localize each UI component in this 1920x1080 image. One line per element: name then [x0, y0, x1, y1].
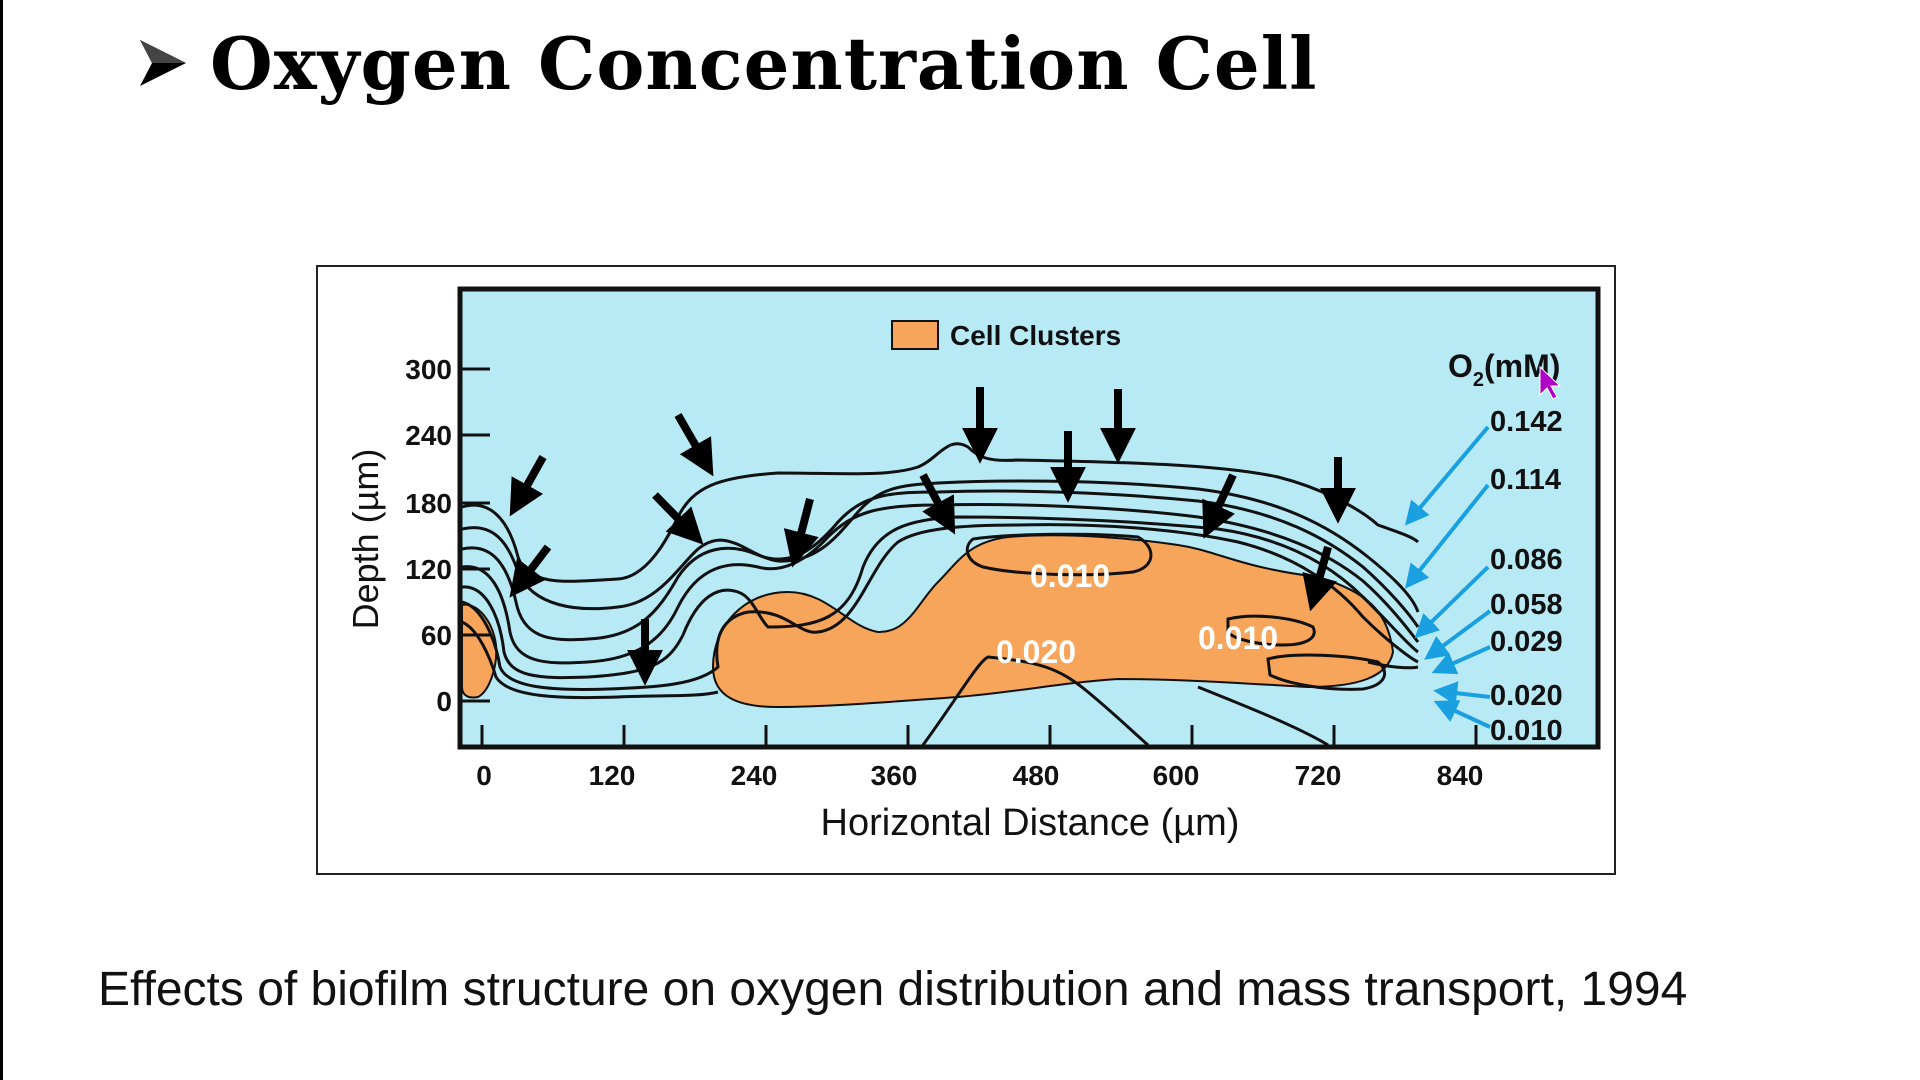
mouse-cursor-icon [1539, 365, 1562, 400]
slide-title: Oxygen Concentration Cell [138, 18, 1317, 108]
x-tick-label: 720 [1295, 760, 1342, 791]
contour-0.010-right [1367, 660, 1419, 670]
contour-0.086 [462, 489, 1420, 642]
title-text: Oxygen Concentration Cell [210, 20, 1318, 106]
contour-0.010 [462, 620, 719, 700]
inner-label-0.010-right: 0.010 [1198, 620, 1278, 656]
pointer-arrow-icon [1424, 609, 1492, 660]
level-label-0.114: 0.114 [1490, 464, 1561, 496]
pointer-arrow-icon [1433, 681, 1491, 706]
level-label-0.020: 0.020 [1490, 680, 1563, 712]
flux-arrow-down-icon [919, 473, 956, 535]
oxygen-contours [462, 442, 1420, 745]
arrowhead-bullet-icon [138, 38, 188, 88]
inner-label-0.020: 0.020 [996, 634, 1076, 670]
pointer-arrow-icon [1414, 565, 1490, 639]
y-tick-label: 300 [405, 354, 452, 385]
level-label-0.142: 0.142 [1490, 406, 1563, 438]
x-tick-label: 600 [1153, 760, 1200, 791]
contour-0.142 [462, 442, 1420, 583]
o2-unit-label: O2(mM) [1448, 348, 1560, 391]
level-label-0.010: 0.010 [1490, 715, 1563, 747]
y-axis-label: Depth (µm) [345, 449, 386, 630]
legend-label: Cell Clusters [950, 320, 1121, 351]
level-pointer-arrows [1404, 425, 1492, 729]
oxygen-flux-arrows [509, 387, 1356, 686]
slide-left-border [0, 0, 3, 1080]
inner-contour-0.010-b [1226, 614, 1316, 647]
y-tick-label: 0 [436, 686, 452, 717]
y-tick-label: 60 [421, 620, 452, 651]
flux-arrow-down-icon [652, 492, 704, 545]
flux-arrow-down-icon [1302, 545, 1338, 612]
pointer-arrow-icon [1405, 483, 1490, 589]
oxygen-contour-figure: 0.010 0.010 0.020 [316, 265, 1616, 875]
y-axis-ticks [460, 367, 490, 703]
y-axis-tick-labels: 300 240 180 120 60 0 [405, 354, 452, 717]
x-tick-label: 120 [589, 760, 636, 791]
y-tick-label: 180 [405, 488, 452, 519]
contour-0.020 [462, 523, 1419, 691]
level-label-0.058: 0.058 [1490, 589, 1563, 621]
x-axis-ticks [480, 725, 1478, 745]
y-tick-label: 120 [405, 554, 452, 585]
contour-level-labels: 0.142 0.114 0.086 0.058 0.029 0.020 0.01… [1490, 406, 1563, 747]
flux-arrow-down-icon [783, 497, 819, 568]
inner-contour-0.010-c [1266, 653, 1387, 691]
legend-swatch [891, 320, 939, 350]
contour-0.029 [462, 515, 1419, 680]
inner-contour-0.010-a [965, 532, 1153, 577]
x-tick-label: 480 [1013, 760, 1060, 791]
level-label-0.086: 0.086 [1490, 544, 1563, 576]
y-tick-label: 240 [405, 420, 452, 451]
x-axis-label: Horizontal Distance (µm) [821, 802, 1240, 844]
flux-arrow-down-icon [1202, 473, 1237, 539]
pointer-arrow-icon [1433, 700, 1491, 729]
slide-caption: Effects of biofilm structure on oxygen d… [98, 963, 1688, 1016]
flux-arrow-down-icon [509, 455, 547, 517]
pointer-arrow-icon [1404, 425, 1490, 526]
flux-arrow-down-icon [674, 413, 714, 477]
pointer-arrow-icon [1431, 645, 1491, 675]
contour-0.114 [462, 479, 1420, 613]
contour-0.020-lower-right [1197, 685, 1329, 745]
x-tick-label: 0 [476, 760, 492, 791]
contour-0.058 [462, 503, 1420, 665]
level-label-0.029: 0.029 [1490, 626, 1563, 658]
x-tick-label: 840 [1437, 760, 1484, 791]
x-tick-label: 360 [871, 760, 918, 791]
contour-0.020-lower-left [921, 655, 1149, 745]
x-tick-label: 240 [731, 760, 778, 791]
x-axis-tick-labels: 0 120 240 360 480 600 720 840 [476, 760, 1483, 791]
inner-label-0.010-center: 0.010 [1030, 558, 1110, 594]
flux-arrow-down-icon [509, 544, 552, 598]
